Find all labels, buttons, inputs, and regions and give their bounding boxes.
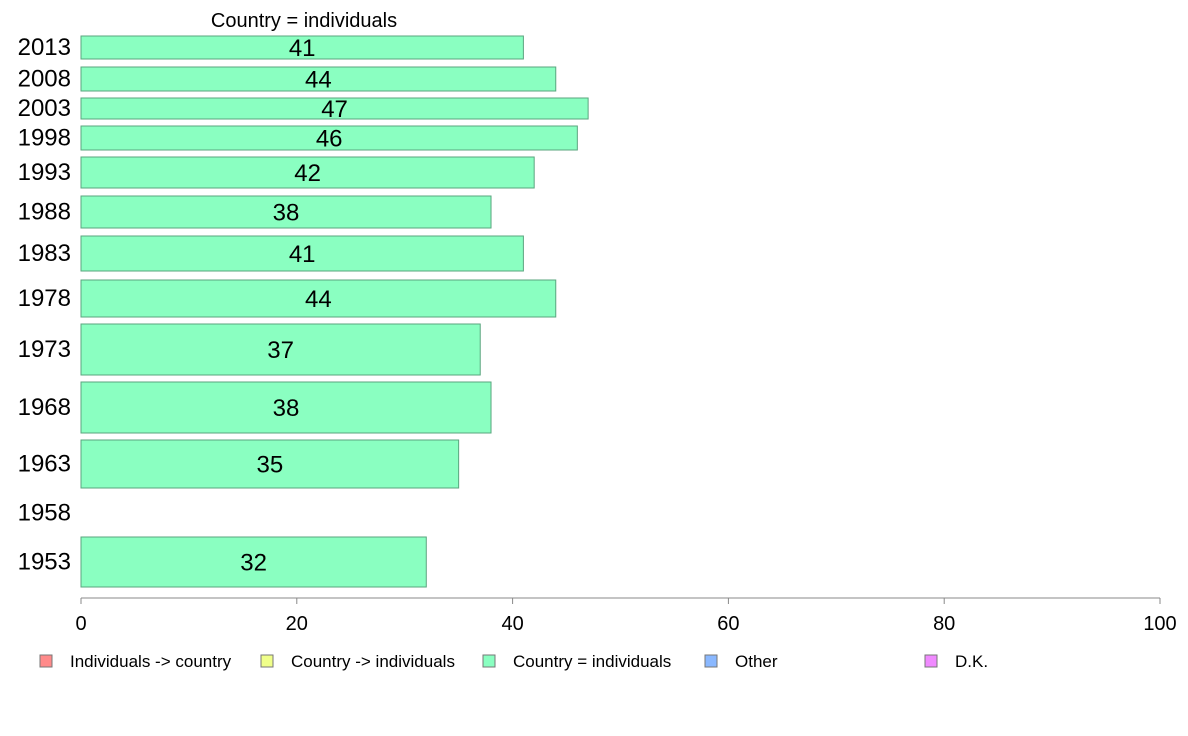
legend-swatch [704,654,718,668]
y-tick-label: 1983 [18,240,71,267]
bar [80,536,427,588]
x-tick-label: 100 [1143,613,1176,635]
y-tick-label: 1968 [18,394,71,421]
bar [80,97,589,120]
legend-swatch [39,654,53,668]
legend-label: Country -> individuals [291,652,455,671]
bar [80,66,557,92]
data-label: 46 [316,126,343,153]
data-label: 38 [273,200,300,227]
data-label: 37 [267,337,294,364]
x-tick-label: 80 [933,613,955,635]
data-label: 44 [305,286,332,313]
bar [80,381,492,434]
bars: 2013 41 2008 44 2003 47 1998 46 1993 42 1988 38 1983… [18,34,589,588]
y-tick-label: 1978 [18,285,71,312]
data-label: 42 [294,160,321,187]
y-tick-label: 2013 [18,34,71,61]
y-tick-label: 1998 [18,125,71,152]
y-tick-label: 2008 [18,66,71,93]
bar [80,195,492,229]
legend-label: Country = individuals [513,652,671,671]
legend: Individuals -> country Country -> individ… [39,652,988,671]
data-label: 47 [321,96,348,123]
y-tick-label: 1963 [18,451,71,478]
x-axis: 0 20 40 60 80 100 [75,597,1177,635]
y-tick-label: 1993 [18,159,71,186]
legend-swatch [260,654,274,668]
legend-label: Individuals -> country [70,652,232,671]
legend-label: D.K. [955,652,988,671]
data-label: 41 [289,241,316,268]
data-label: 44 [305,67,332,94]
data-label: 35 [256,452,283,479]
bar [80,125,578,151]
x-tick-label: 60 [717,613,739,635]
chart-title: Country = individuals [211,10,397,32]
x-tick-label: 20 [286,613,308,635]
bar [80,156,535,189]
legend-swatch [482,654,496,668]
data-label: 32 [240,550,267,577]
legend-label: Other [735,652,778,671]
bar [80,323,481,376]
x-tick-label: 40 [501,613,523,635]
x-tick-label: 0 [75,613,86,635]
bar [80,279,557,318]
y-tick-label: 1988 [18,199,71,226]
data-label: 41 [289,35,316,62]
bar [80,235,524,272]
legend-swatch [924,654,938,668]
y-tick-label: 1973 [18,336,71,363]
bar [80,439,460,489]
y-tick-label: 2003 [18,95,71,122]
y-tick-label: 1953 [18,549,71,576]
bar [80,35,524,60]
data-label: 38 [273,395,300,422]
y-tick-label: 1958 [18,500,71,527]
